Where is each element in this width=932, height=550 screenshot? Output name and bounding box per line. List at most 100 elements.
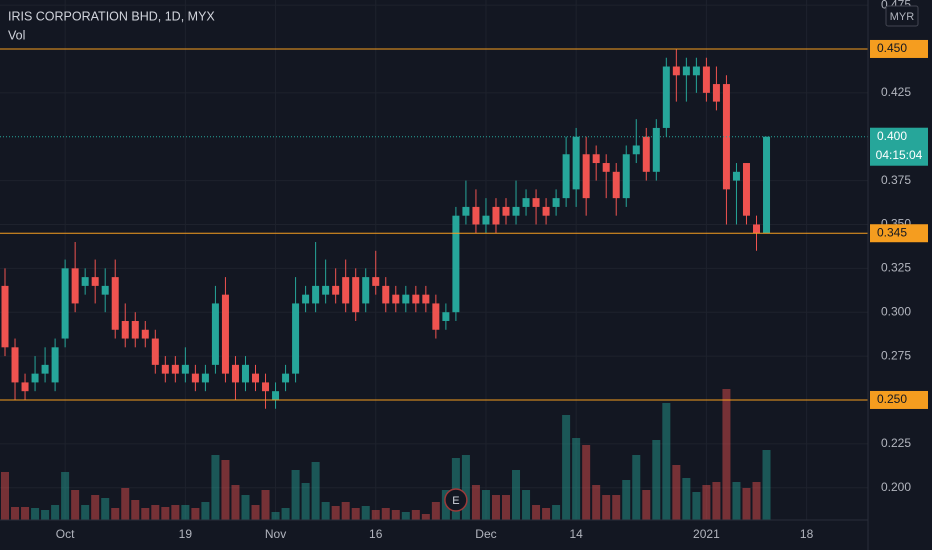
last-price-label: 0.400 — [877, 129, 907, 143]
candle-body — [492, 206, 500, 225]
candle-body — [71, 268, 79, 304]
candle-body — [61, 268, 69, 339]
volume-bar — [241, 495, 250, 520]
volume-bar — [481, 490, 490, 520]
volume-bar — [101, 498, 110, 520]
candle-body — [753, 224, 760, 234]
candle-body — [211, 303, 219, 365]
candle-body — [742, 163, 750, 216]
volume-bar — [141, 508, 150, 520]
volume-bar — [1, 472, 9, 520]
currency-badge[interactable] — [885, 5, 919, 27]
volume-bar — [461, 455, 470, 520]
candle-body — [582, 154, 590, 199]
level-badge — [870, 390, 928, 409]
x-tick-label: Oct — [56, 527, 75, 541]
volume-bar — [251, 505, 260, 520]
candle-body — [221, 294, 229, 374]
countdown: 04:15:04 — [876, 148, 923, 162]
candle-body — [652, 127, 660, 172]
x-tick-label: Dec — [475, 527, 496, 541]
volume-bar — [411, 510, 420, 520]
volume-bar — [752, 482, 761, 520]
candle-body — [141, 329, 149, 339]
y-tick-label: 0.375 — [881, 173, 911, 187]
candle-body — [21, 382, 29, 392]
candle-body — [642, 136, 650, 172]
level-badge — [870, 224, 928, 243]
candle-body — [602, 163, 610, 172]
candle-body — [181, 364, 189, 374]
x-tick-label: 14 — [569, 527, 583, 541]
volume-bar — [61, 472, 70, 520]
volume-bar — [421, 514, 430, 520]
candle-body — [231, 364, 239, 383]
volume-bar — [532, 505, 541, 520]
volume-bar — [51, 505, 60, 520]
candle-body — [402, 294, 410, 304]
candle-body — [151, 338, 159, 365]
candle-body — [101, 285, 109, 295]
volume-bar — [71, 490, 80, 520]
volume-bar — [612, 495, 621, 520]
candle-body — [702, 66, 710, 93]
candle-body — [1, 285, 9, 348]
candle-body — [512, 206, 520, 216]
volume-bar — [361, 506, 370, 520]
volume-bar — [261, 490, 270, 520]
candle-body — [252, 373, 259, 383]
volume-bar — [151, 505, 160, 520]
volume-bar — [401, 512, 410, 520]
currency: MYR — [890, 11, 915, 23]
candle-body — [712, 84, 720, 102]
volume-bar — [301, 483, 310, 520]
candle-body — [502, 206, 510, 216]
candle-body — [552, 198, 560, 207]
volume-bar — [722, 389, 731, 520]
candle-body — [382, 285, 390, 304]
x-tick-label: 2021 — [693, 527, 720, 541]
candle-body — [342, 277, 350, 304]
volume-bar — [181, 505, 190, 520]
volume-bar — [291, 470, 300, 520]
candle-body — [692, 66, 700, 76]
candle-body — [572, 136, 580, 190]
volume-bar — [712, 482, 721, 520]
volume-bar — [201, 502, 210, 520]
candle-body — [292, 303, 300, 374]
volume-bar — [311, 462, 320, 520]
candle-body — [262, 382, 270, 392]
candle-body — [352, 277, 360, 313]
candles — [1, 48, 771, 409]
volume-bar — [381, 508, 390, 520]
earnings-label: E — [452, 495, 459, 507]
candle-body — [562, 154, 570, 199]
y-tick-label: 0.300 — [881, 304, 911, 318]
candle-body — [412, 294, 420, 304]
volume-bar — [702, 485, 711, 520]
volume-bar — [491, 495, 500, 520]
volume-bar — [502, 495, 510, 520]
volume-bar — [652, 440, 661, 520]
candle-body — [462, 206, 470, 216]
y-tick-label: 0.200 — [881, 480, 911, 494]
volume-bar — [111, 508, 120, 520]
volume-bar — [131, 500, 140, 520]
volume-bar — [271, 512, 280, 520]
volume-label: Vol — [8, 28, 25, 42]
x-tick-label: Nov — [265, 527, 286, 541]
candle-body — [121, 320, 129, 339]
candle-body — [482, 215, 490, 225]
candle-body — [41, 364, 49, 374]
candle-body — [442, 312, 450, 321]
volume-bar — [371, 510, 380, 520]
y-tick-label: 0.325 — [881, 261, 911, 275]
volume-bar — [161, 507, 170, 520]
candle-body — [763, 136, 771, 234]
volume-bar — [742, 488, 751, 520]
candle-body — [302, 294, 310, 304]
level-label: 0.450 — [877, 41, 907, 55]
